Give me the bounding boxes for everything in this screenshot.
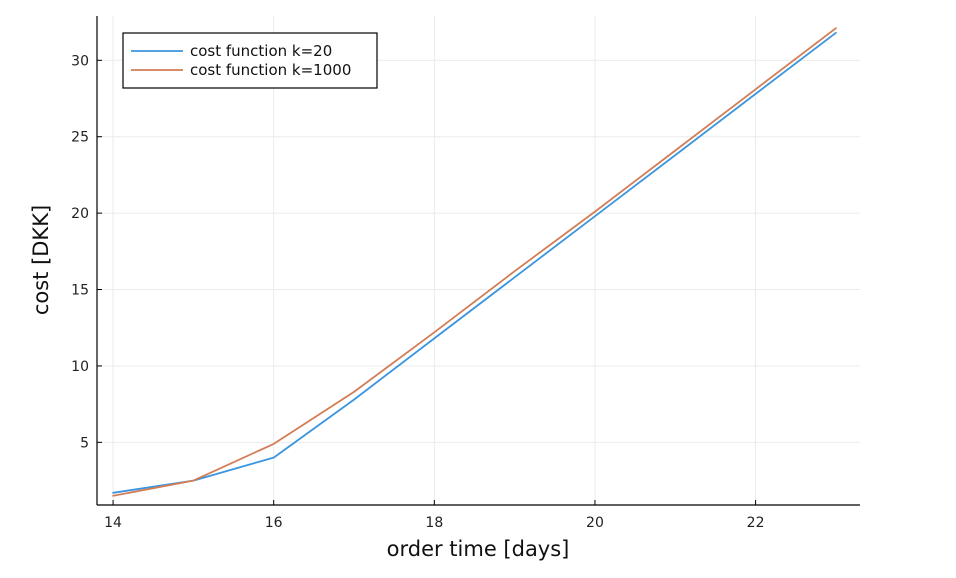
- y-tick-label: 10: [71, 359, 89, 375]
- x-axis-label: order time [days]: [387, 537, 570, 561]
- y-tick-label: 30: [71, 53, 89, 69]
- x-tick-label: 16: [265, 515, 283, 531]
- y-axis-label: cost [DKK]: [29, 205, 53, 315]
- x-tick-label: 22: [747, 515, 765, 531]
- axes: [96, 16, 860, 506]
- grid-lines: [97, 16, 860, 505]
- y-tick-label: 20: [71, 206, 89, 222]
- y-tick-label: 5: [80, 435, 89, 451]
- legend-label-k1000: cost function k=1000: [190, 61, 351, 79]
- series-line-k20: [112, 31, 837, 494]
- legend: cost function k=20 cost function k=1000: [122, 32, 378, 89]
- legend-box: [122, 32, 378, 89]
- y-tick-label: 25: [71, 130, 89, 146]
- y-tick-label: 15: [71, 283, 89, 299]
- series-line-k1000: [112, 27, 837, 497]
- legend-label-k20: cost function k=20: [190, 42, 332, 60]
- x-tick-label: 14: [104, 515, 122, 531]
- x-tick-label: 18: [425, 515, 443, 531]
- series-lines: [112, 27, 837, 497]
- tick-marks: 14 16 18 20 22 5 10 15 20 25 30: [71, 53, 764, 531]
- x-tick-label: 20: [586, 515, 604, 531]
